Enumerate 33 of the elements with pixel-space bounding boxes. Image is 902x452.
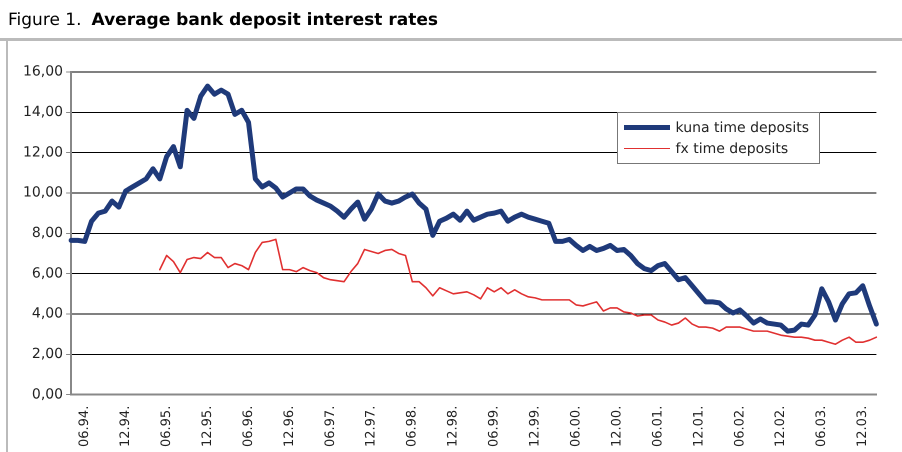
- x-tick-label: 06.96.: [240, 406, 256, 448]
- chart-title: Average bank deposit interest rates: [92, 10, 438, 30]
- x-tick-label: 12.03.: [855, 406, 870, 448]
- x-tick-label: 12.98.: [446, 406, 461, 448]
- x-tick-label: 12.01.: [691, 406, 706, 448]
- y-tick-label: 8,00: [32, 224, 64, 241]
- y-tick-label: 16,00: [22, 64, 64, 80]
- x-tick-label: 06.02.: [732, 406, 748, 448]
- x-tick-label: 06.03.: [814, 406, 830, 448]
- x-tick-label: 12.99.: [528, 406, 543, 448]
- y-tick-label: 6,00: [32, 265, 64, 282]
- x-tick-label: 06.94.: [77, 406, 92, 448]
- x-tick-label: 06.00.: [568, 406, 584, 448]
- y-tick-label: 4,00: [32, 306, 64, 322]
- legend-label: fx time deposits: [676, 140, 788, 156]
- x-tick-label: 12.00.: [609, 406, 624, 448]
- caption: Figure 1.: [8, 10, 82, 30]
- x-tick-label: 06.01.: [650, 406, 666, 448]
- y-tick-label: 2,00: [32, 346, 64, 362]
- x-tick-label: 12.94.: [118, 406, 134, 448]
- x-tick-label: 06.99.: [486, 406, 502, 448]
- y-tick-label: 12,00: [22, 144, 64, 160]
- x-tick-label: 12.02.: [773, 406, 788, 448]
- x-tick-label: 12.97.: [364, 406, 379, 448]
- x-tick-label: 12.95.: [200, 406, 215, 448]
- x-tick-label: 06.95.: [159, 406, 174, 448]
- legend-label: kuna time deposits: [676, 120, 809, 136]
- x-tick-label: 06.98.: [404, 406, 420, 448]
- x-tick-label: 12.96.: [282, 406, 297, 448]
- y-tick-label: 0,00: [32, 386, 64, 402]
- x-tick-label: 06.97.: [322, 406, 338, 448]
- y-tick-label: 10,00: [22, 184, 64, 201]
- y-tick-label: 14,00: [22, 104, 64, 120]
